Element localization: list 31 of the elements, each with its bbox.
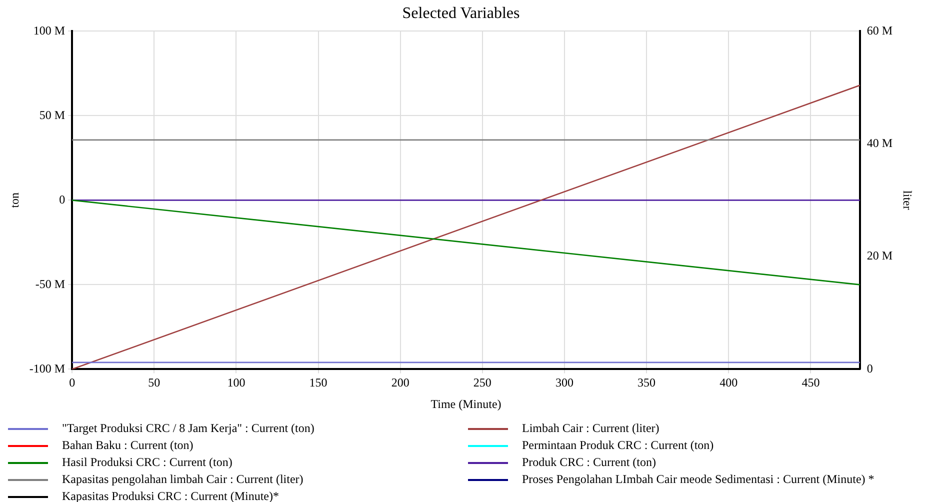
- y-tick-label: 0: [59, 192, 66, 206]
- x-tick-label: 450: [802, 376, 820, 390]
- y2-tick-label: 0: [866, 361, 873, 376]
- x-tick-label: 300: [555, 376, 574, 390]
- chart-title: Selected Variables: [402, 4, 520, 22]
- y2-tick-label: 60 M: [866, 23, 893, 38]
- legend-label: Limbah Cair : Current (liter): [522, 421, 660, 436]
- x-tick-label: 50: [148, 376, 160, 390]
- y-tick-label: -50 M: [35, 276, 66, 291]
- y2-axis-title: liter: [900, 190, 915, 210]
- x-tick-label: 0: [69, 376, 76, 390]
- x-axis-title: Time (Minute): [430, 396, 502, 411]
- y-tick-label: -100 M: [29, 361, 66, 376]
- legend-label: Produk CRC : Current (ton): [522, 455, 656, 470]
- y-tick-label: 50 M: [39, 108, 66, 122]
- y2-tick-label: 20 M: [866, 248, 893, 263]
- x-tick-label: 200: [391, 376, 410, 390]
- legend-label: Permintaan Produk CRC : Current (ton): [522, 438, 714, 453]
- x-tick-label: 100: [227, 376, 246, 390]
- x-tick-label: 350: [638, 376, 656, 390]
- x-tick-label: 250: [473, 376, 492, 390]
- x-tick-label: 400: [720, 376, 738, 390]
- legend-label: Proses Pengolahan LImbah Cair meode Sedimentasi : Current (Minute) *: [522, 472, 874, 487]
- legend-label: Kapasitas pengolahan limbah Cair : Current (liter): [62, 472, 304, 487]
- x-tick-label: 150: [309, 376, 328, 390]
- legend-label: Bahan Baku : Current (ton): [62, 438, 194, 453]
- legend-label: Hasil Produksi CRC : Current (ton): [62, 455, 232, 470]
- y-axis-title: ton: [7, 192, 22, 208]
- y-tick-label: 100 M: [33, 23, 66, 38]
- legend-label: "Target Produksi CRC / 8 Jam Kerja" : Current (ton): [62, 421, 314, 436]
- y2-tick-label: 40 M: [866, 136, 893, 150]
